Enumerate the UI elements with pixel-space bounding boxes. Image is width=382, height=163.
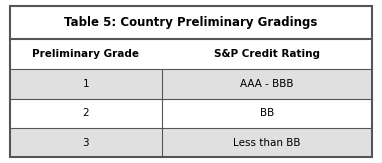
Bar <box>10 6 372 39</box>
Text: 1: 1 <box>83 79 89 89</box>
Bar <box>10 128 372 157</box>
Text: 3: 3 <box>83 138 89 148</box>
Text: Less than BB: Less than BB <box>233 138 301 148</box>
Text: 2: 2 <box>83 108 89 118</box>
Bar <box>10 69 372 99</box>
Bar <box>10 99 372 128</box>
Text: S&P Credit Rating: S&P Credit Rating <box>214 49 320 59</box>
Bar <box>10 39 372 69</box>
Text: Table 5: Country Preliminary Gradings: Table 5: Country Preliminary Gradings <box>64 16 318 29</box>
Text: BB: BB <box>260 108 274 118</box>
Text: AAA - BBB: AAA - BBB <box>240 79 294 89</box>
Text: Preliminary Grade: Preliminary Grade <box>32 49 139 59</box>
